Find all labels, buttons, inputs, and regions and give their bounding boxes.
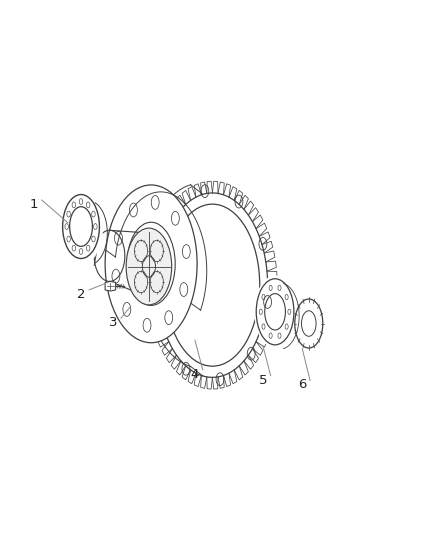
Text: 3: 3 [109,316,117,329]
Ellipse shape [126,228,172,305]
Ellipse shape [59,188,103,265]
Text: 2: 2 [77,288,85,301]
Polygon shape [105,281,116,291]
Text: 5: 5 [258,374,267,386]
Text: 1: 1 [29,198,38,211]
Ellipse shape [291,293,326,354]
Text: 4: 4 [191,368,199,381]
Ellipse shape [148,181,277,389]
Ellipse shape [254,276,296,348]
Text: 6: 6 [298,378,307,391]
Ellipse shape [105,185,197,343]
